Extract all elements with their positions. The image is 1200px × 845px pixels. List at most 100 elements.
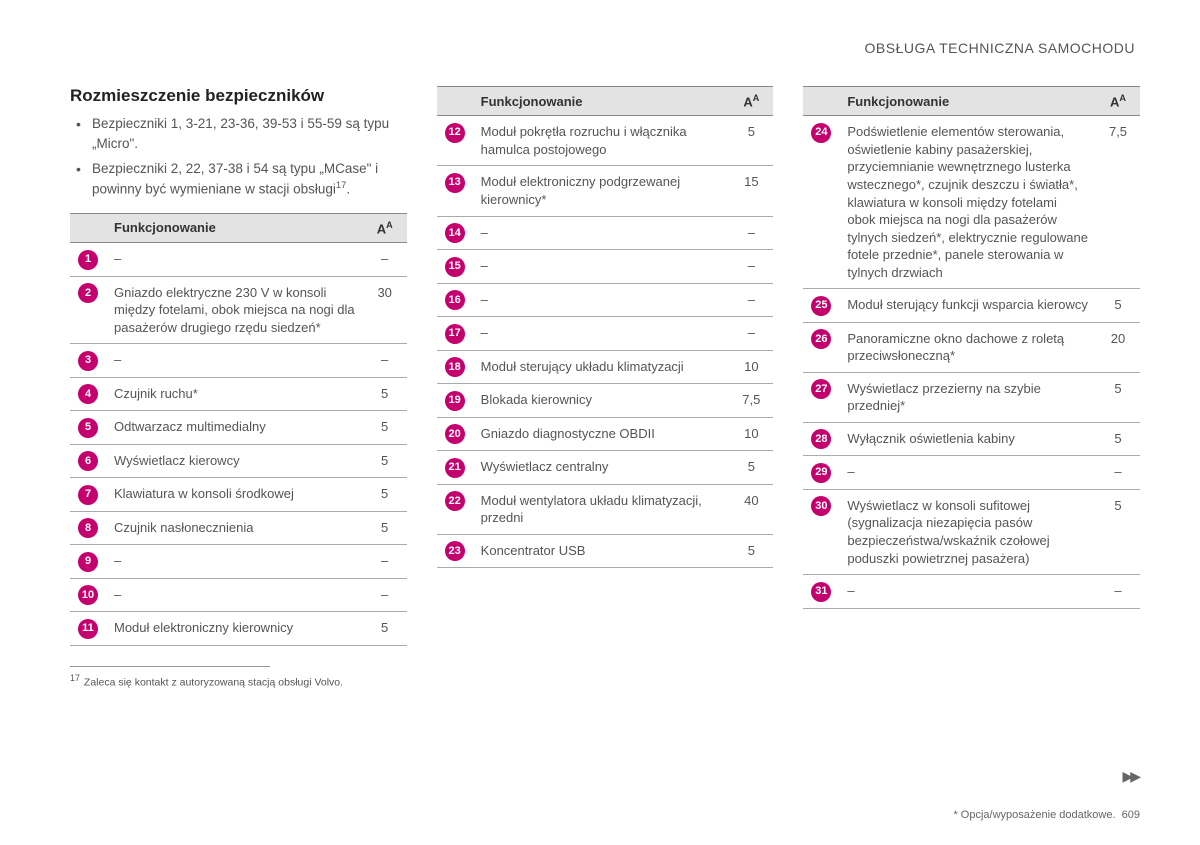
- table-row: 25Moduł sterujący funkcji wsparcia kiero…: [803, 289, 1140, 323]
- fuse-desc-cell: –: [106, 243, 363, 277]
- table-row: 3––: [70, 344, 407, 378]
- bullet-list: Bezpieczniki 1, 3-21, 23-36, 39-53 i 55-…: [70, 114, 407, 199]
- table-row: 10––: [70, 578, 407, 612]
- table-row: 16––: [437, 283, 774, 317]
- fuse-number-badge: 11: [78, 619, 98, 639]
- fuse-number-cell: 20: [437, 417, 473, 451]
- table-header-amp: AA: [729, 87, 773, 116]
- table-row: 4Czujnik ruchu*5: [70, 377, 407, 411]
- table-row: 8Czujnik nasłonecznienia5: [70, 511, 407, 545]
- table-header-amp: AA: [1096, 87, 1140, 116]
- fuse-amp-cell: –: [729, 317, 773, 351]
- fuse-amp-cell: 5: [363, 478, 407, 512]
- footnote: 17 Zaleca się kontakt z autoryzowaną stac…: [70, 673, 407, 689]
- fuse-table-3: Funkcjonowanie AA 24Podświetlenie elemen…: [803, 86, 1140, 609]
- fuse-desc-cell: –: [473, 250, 730, 284]
- fuse-number-cell: 12: [437, 116, 473, 166]
- table-row: 9––: [70, 545, 407, 579]
- fuse-number-cell: 9: [70, 545, 106, 579]
- fuse-number-badge: 22: [445, 491, 465, 511]
- fuse-number-cell: 25: [803, 289, 839, 323]
- continue-icon: ▶▶: [1122, 768, 1138, 785]
- table-row: 30Wyświetlacz w konsoli sufitowej (sygna…: [803, 489, 1140, 574]
- page-footer: * Opcja/wyposażenie dodatkowe. 609: [953, 809, 1140, 821]
- fuse-table-2: Funkcjonowanie AA 12 Moduł pokrętła rozru…: [437, 86, 774, 568]
- fuse-number-cell: 24: [803, 116, 839, 289]
- column-2: Funkcjonowanie AA 12 Moduł pokrętła rozru…: [437, 86, 774, 688]
- fuse-amp-cell: 5: [363, 411, 407, 445]
- table-header-func: Funkcjonowanie: [473, 87, 730, 116]
- fuse-desc-cell: Podświetlenie elementów sterowania, oświ…: [839, 116, 1096, 289]
- fuse-number-cell: 1: [70, 243, 106, 277]
- table-row: 12 Moduł pokrętła rozruchu i włącznika ha…: [437, 116, 774, 166]
- fuse-amp-cell: 10: [729, 417, 773, 451]
- column-1: Rozmieszczenie bezpieczników Bezpiecznik…: [70, 86, 407, 688]
- fuse-number-badge: 12: [445, 123, 465, 143]
- fuse-amp-cell: 20: [1096, 322, 1140, 372]
- fuse-desc-cell: Moduł elektroniczny kierownicy: [106, 612, 363, 646]
- fuse-number-cell: 27: [803, 372, 839, 422]
- fuse-number-badge: 16: [445, 290, 465, 310]
- fuse-desc-cell: Wyświetlacz przezierny na szybie przedni…: [839, 372, 1096, 422]
- fuse-amp-cell: 30: [363, 276, 407, 344]
- fuse-table-1: Funkcjonowanie AA 1––2Gniazdo elektryczn…: [70, 213, 407, 646]
- fuse-number-badge: 13: [445, 173, 465, 193]
- fuse-number-badge: 17: [445, 324, 465, 344]
- fuse-desc-cell: Klawiatura w konsoli środkowej: [106, 478, 363, 512]
- table-row: 15––: [437, 250, 774, 284]
- fuse-number-cell: 28: [803, 422, 839, 456]
- fuse-number-badge: 7: [78, 485, 98, 505]
- footnote-text: Zaleca się kontakt z autoryzowaną stacją…: [84, 676, 343, 688]
- fuse-number-cell: 4: [70, 377, 106, 411]
- fuse-number-badge: 2: [78, 283, 98, 303]
- fuse-amp-cell: –: [729, 216, 773, 250]
- fuse-amp-cell: 5: [729, 116, 773, 166]
- table-row: 11Moduł elektroniczny kierownicy5: [70, 612, 407, 646]
- fuse-desc-cell: –: [839, 575, 1096, 609]
- fuse-desc-cell: Moduł sterujący funkcji wsparcia kierowc…: [839, 289, 1096, 323]
- fuse-number-cell: 31: [803, 575, 839, 609]
- table-header-blank: [437, 87, 473, 116]
- fuse-amp-cell: 40: [729, 484, 773, 534]
- table-header-amp: AA: [363, 213, 407, 242]
- fuse-number-cell: 6: [70, 444, 106, 478]
- table-header-blank: [70, 213, 106, 242]
- fuse-amp-cell: 7,5: [1096, 116, 1140, 289]
- fuse-number-cell: 26: [803, 322, 839, 372]
- fuse-number-badge: 21: [445, 458, 465, 478]
- footnote-rule: [70, 666, 270, 667]
- fuse-number-cell: 7: [70, 478, 106, 512]
- fuse-desc-cell: Gniazdo diagnostyczne OBDII: [473, 417, 730, 451]
- fuse-number-cell: 22: [437, 484, 473, 534]
- fuse-desc-cell: Blokada kierownicy: [473, 384, 730, 418]
- fuse-desc-cell: Moduł wentylatora układu klimatyzacji, p…: [473, 484, 730, 534]
- fuse-number-cell: 19: [437, 384, 473, 418]
- footnote-number: 17: [70, 673, 80, 683]
- fuse-tbody-3: 24Podświetlenie elementów sterowania, oś…: [803, 116, 1140, 608]
- table-header-blank: [803, 87, 839, 116]
- table-row: 14––: [437, 216, 774, 250]
- fuse-amp-cell: 5: [1096, 489, 1140, 574]
- table-header-func: Funkcjonowanie: [106, 213, 363, 242]
- fuse-desc-cell: Czujnik ruchu*: [106, 377, 363, 411]
- fuse-number-badge: 4: [78, 384, 98, 404]
- table-row: 18Moduł sterujący układu klimatyzacji10: [437, 350, 774, 384]
- content-columns: Rozmieszczenie bezpieczników Bezpiecznik…: [70, 86, 1140, 688]
- table-row: 2Gniazdo elektryczne 230 V w konsoli mię…: [70, 276, 407, 344]
- table-row: 21Wyświetlacz centralny5: [437, 451, 774, 485]
- fuse-desc-cell: Moduł pokrętła rozruchu i włącznika hamu…: [473, 116, 730, 166]
- fuse-number-badge: 19: [445, 391, 465, 411]
- fuse-desc-cell: Panoramiczne okno dachowe z roletą przec…: [839, 322, 1096, 372]
- fuse-desc-cell: –: [473, 317, 730, 351]
- fuse-number-cell: 10: [70, 578, 106, 612]
- fuse-number-badge: 30: [811, 496, 831, 516]
- fuse-desc-cell: Wyświetlacz kierowcy: [106, 444, 363, 478]
- table-row: 29––: [803, 456, 1140, 490]
- fuse-number-badge: 6: [78, 451, 98, 471]
- fuse-number-badge: 8: [78, 518, 98, 538]
- footer-note: * Opcja/wyposażenie dodatkowe.: [953, 809, 1115, 821]
- fuse-amp-cell: –: [729, 283, 773, 317]
- column-3: Funkcjonowanie AA 24Podświetlenie elemen…: [803, 86, 1140, 688]
- table-row: 28Wyłącznik oświetlenia kabiny5: [803, 422, 1140, 456]
- fuse-tbody-1: 1––2Gniazdo elektryczne 230 V w konsoli …: [70, 243, 407, 646]
